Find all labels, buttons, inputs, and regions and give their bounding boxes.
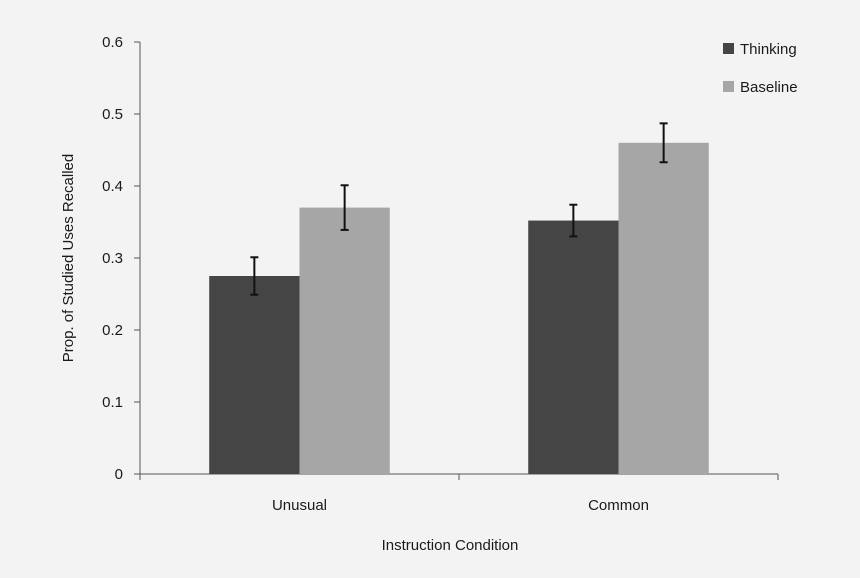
y-ticks: 0 0.1 0.2 0.3 0.4 0.5 0.6 xyxy=(102,34,140,483)
bar-baseline-common xyxy=(618,142,709,475)
bar-thinking-common xyxy=(528,220,619,474)
x-axis-title: Instruction Condition xyxy=(382,537,519,554)
x-tick-label: Common xyxy=(588,497,649,514)
y-tick-label: 0 xyxy=(115,466,123,483)
error-bars xyxy=(250,122,668,296)
bars xyxy=(209,142,709,475)
legend: Thinking Baseline xyxy=(723,41,798,96)
bar-thinking-unusual xyxy=(209,276,300,474)
y-axis-title: Prop. of Studied Uses Recalled xyxy=(60,154,77,362)
bar-baseline-unusual xyxy=(299,207,390,474)
legend-label-thinking: Thinking xyxy=(740,41,797,58)
legend-label-baseline: Baseline xyxy=(740,79,798,96)
y-tick-label: 0.6 xyxy=(102,34,123,51)
legend-swatch-thinking xyxy=(723,43,734,54)
y-tick-label: 0.5 xyxy=(102,106,123,123)
y-tick-label: 0.4 xyxy=(102,178,123,195)
y-tick-label: 0.1 xyxy=(102,394,123,411)
y-tick-label: 0.2 xyxy=(102,322,123,339)
y-tick-label: 0.3 xyxy=(102,250,123,267)
legend-swatch-baseline xyxy=(723,81,734,92)
x-ticks: Unusual Common xyxy=(139,474,779,514)
x-tick-label: Unusual xyxy=(272,497,327,514)
